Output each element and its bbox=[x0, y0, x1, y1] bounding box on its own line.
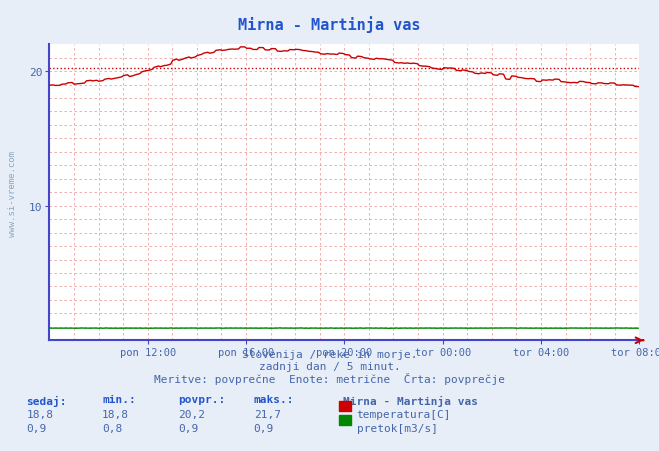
Text: 18,8: 18,8 bbox=[26, 410, 53, 419]
Text: 0,9: 0,9 bbox=[26, 423, 47, 433]
Text: 18,8: 18,8 bbox=[102, 410, 129, 419]
Text: 0,8: 0,8 bbox=[102, 423, 123, 433]
Text: 21,7: 21,7 bbox=[254, 410, 281, 419]
Text: min.:: min.: bbox=[102, 395, 136, 405]
Text: maks.:: maks.: bbox=[254, 395, 294, 405]
Text: Slovenija / reke in morje.: Slovenija / reke in morje. bbox=[242, 350, 417, 359]
Text: 20,2: 20,2 bbox=[178, 410, 205, 419]
Text: Mirna - Martinja vas: Mirna - Martinja vas bbox=[239, 16, 420, 32]
Text: zadnji dan / 5 minut.: zadnji dan / 5 minut. bbox=[258, 361, 401, 371]
Text: Mirna - Martinja vas: Mirna - Martinja vas bbox=[343, 395, 478, 405]
Text: temperatura[C]: temperatura[C] bbox=[357, 410, 451, 419]
Text: Meritve: povprečne  Enote: metrične  Črta: povprečje: Meritve: povprečne Enote: metrične Črta:… bbox=[154, 372, 505, 384]
Text: povpr.:: povpr.: bbox=[178, 395, 225, 405]
Text: pretok[m3/s]: pretok[m3/s] bbox=[357, 423, 438, 433]
Text: 0,9: 0,9 bbox=[178, 423, 198, 433]
Text: 0,9: 0,9 bbox=[254, 423, 274, 433]
Text: sedaj:: sedaj: bbox=[26, 395, 67, 405]
Text: www.si-vreme.com: www.si-vreme.com bbox=[8, 151, 17, 237]
